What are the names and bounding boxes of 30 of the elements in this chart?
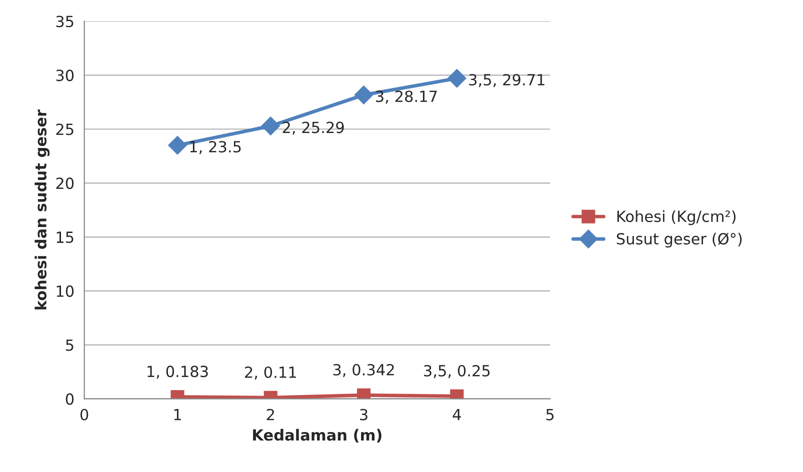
x-tick-label: 1 xyxy=(174,409,181,420)
y-tick-label: 30 xyxy=(56,70,74,82)
x-tick-label: 3 xyxy=(360,408,368,420)
x-axis-title: Kedalaman (m) xyxy=(253,428,382,443)
data-label: 2, 25.29 xyxy=(282,122,344,135)
y-tick-label: 10 xyxy=(56,285,74,297)
y-tick-label: 5 xyxy=(66,340,74,351)
data-label: 1, 23.5 xyxy=(190,140,241,154)
point xyxy=(448,68,466,88)
y-tick-label: 25 xyxy=(56,124,74,136)
y-axis-title: kohesi dan sudut geser xyxy=(34,109,50,310)
y-tick-label: 0 xyxy=(66,393,74,405)
y-tick-label: 15 xyxy=(56,232,74,244)
x-tick-label: 2 xyxy=(266,408,274,420)
legend-label: Susut geser (Ø°) xyxy=(616,232,742,248)
y-tick-label: 35 xyxy=(56,16,74,28)
x-tick-label: 5 xyxy=(546,409,554,420)
data-label: 3, 0.342 xyxy=(333,364,394,378)
legend-label: Kohesi (Kg/cm²) xyxy=(617,210,736,226)
data-label: 3,5, 29.71 xyxy=(469,74,544,88)
point xyxy=(261,116,280,136)
y-tick-label: 20 xyxy=(56,178,74,190)
data-label: 2, 0.11 xyxy=(245,366,296,380)
point xyxy=(354,86,374,104)
data-label: 3, 28.17 xyxy=(376,90,437,104)
x-tick-label: 4 xyxy=(452,409,461,420)
data-label: 1, 0.183 xyxy=(148,366,208,379)
point xyxy=(168,136,187,155)
x-tick-label: 0 xyxy=(80,408,88,420)
data-label: 3,5, 0.25 xyxy=(424,364,490,378)
